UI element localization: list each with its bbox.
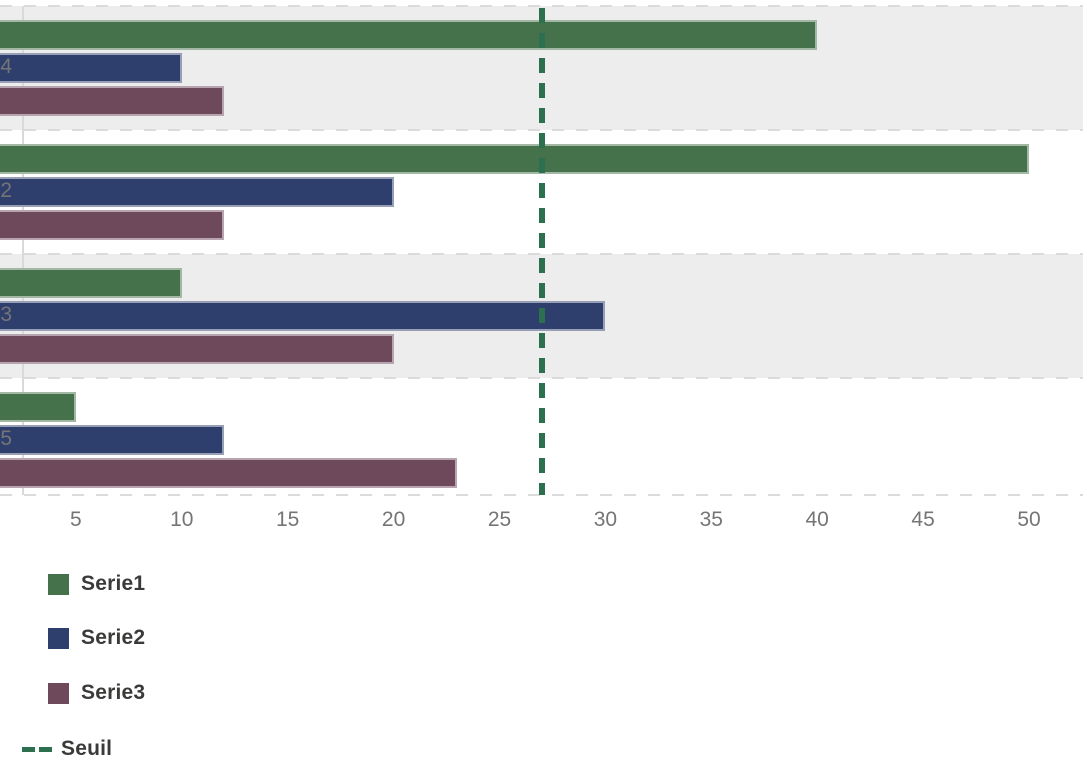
legend-item-seuil[interactable]: Seuil — [22, 737, 112, 761]
legend-item-serie3[interactable]: Serie3 — [48, 681, 145, 705]
bar-serie2-cat4[interactable] — [0, 425, 225, 455]
category-label: 2 — [0, 179, 12, 202]
category-label: 4 — [0, 55, 12, 78]
legend-item-label: Serie1 — [81, 572, 146, 595]
bar-serie1-cat3[interactable] — [0, 268, 182, 298]
legend-swatch-icon — [48, 573, 69, 595]
x-tick-label: 20 — [381, 508, 406, 531]
legend-item-serie2[interactable]: Serie2 — [48, 626, 145, 650]
x-tick-label: 15 — [276, 508, 300, 531]
x-tick-label: 45 — [911, 508, 935, 531]
y-axis-line — [22, 6, 24, 495]
x-tick-label: 50 — [1017, 508, 1041, 531]
bar-serie3-cat2[interactable] — [0, 210, 225, 240]
x-tick-label: 10 — [170, 508, 194, 531]
bar-serie3-cat4[interactable] — [0, 458, 458, 488]
bar-serie2-cat3[interactable] — [0, 301, 606, 331]
legend-item-label: Seuil — [61, 737, 113, 760]
bar-serie2-cat2[interactable] — [0, 177, 394, 207]
legend-swatch-icon — [48, 627, 69, 649]
legend-dash-icon — [22, 746, 52, 752]
legend-item-label: Serie2 — [81, 626, 146, 649]
x-tick-label: 40 — [805, 508, 829, 531]
x-axis-line — [0, 494, 1083, 496]
bar-serie1-cat1[interactable] — [0, 20, 818, 50]
category-label: 3 — [0, 303, 12, 326]
gridline — [0, 5, 1083, 7]
bar-serie2-cat1[interactable] — [0, 53, 182, 83]
legend-swatch-icon — [48, 682, 69, 704]
legend: Serie1 Serie2 Serie3 Seuil — [0, 497, 1087, 763]
plot-area — [0, 5, 1083, 496]
legend-item-label: Serie3 — [81, 681, 146, 704]
x-tick-label: 5 — [70, 508, 82, 531]
x-tick-label: 35 — [699, 508, 723, 531]
legend-item-serie1[interactable]: Serie1 — [48, 572, 145, 596]
bar-serie3-cat1[interactable] — [0, 86, 225, 116]
x-tick-label: 30 — [593, 508, 618, 531]
bar-serie3-cat3[interactable] — [0, 334, 394, 364]
category-label: 5 — [0, 427, 12, 450]
bar-serie1-cat4[interactable] — [0, 392, 76, 422]
x-tick-label: 25 — [487, 508, 512, 531]
threshold-line — [538, 8, 545, 495]
dash-segment — [39, 746, 52, 752]
dash-segment — [22, 746, 35, 752]
bar-serie1-cat2[interactable] — [0, 144, 1029, 174]
